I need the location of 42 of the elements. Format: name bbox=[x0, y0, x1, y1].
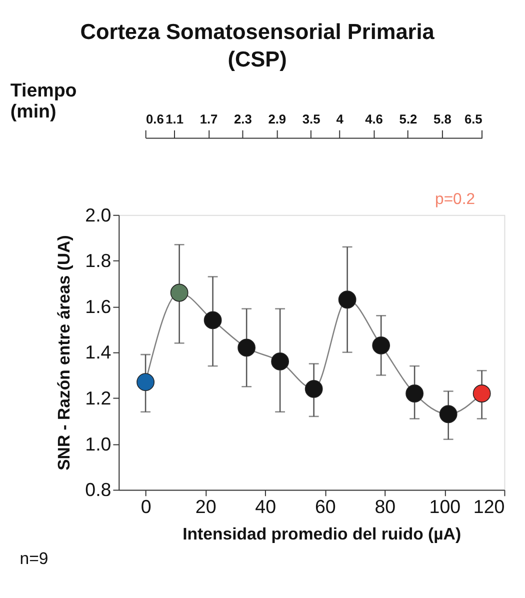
x-tick-label: 100 bbox=[429, 496, 461, 517]
x2-tick-label: 2.9 bbox=[268, 111, 286, 126]
x2-tick-label: 1.7 bbox=[200, 111, 218, 126]
point bbox=[238, 338, 256, 357]
x2-tick-label: 3.5 bbox=[302, 111, 320, 126]
point bbox=[136, 373, 155, 392]
x-tick-label: 120 bbox=[473, 496, 505, 517]
x2-tick-label: 4.6 bbox=[365, 111, 383, 126]
point bbox=[204, 311, 222, 330]
point bbox=[338, 290, 356, 309]
x-tick-label: 20 bbox=[195, 496, 216, 517]
point bbox=[304, 380, 323, 398]
y-tick-label: 1.4 bbox=[85, 342, 112, 363]
x2-tick-label: 1.1 bbox=[166, 111, 184, 126]
y-tick-label: 1.0 bbox=[85, 433, 112, 454]
x2-tick-label: 5.2 bbox=[399, 111, 418, 126]
text: n=9 bbox=[20, 548, 48, 568]
y-axis-title: SNR - Razón entre áreas (UA) bbox=[54, 235, 74, 470]
point bbox=[406, 384, 424, 402]
y-tick-label: 1.8 bbox=[85, 250, 112, 272]
y-tick-label: 1.2 bbox=[85, 388, 112, 409]
x-axis-title: Intensidad promedio del ruido (µA) bbox=[182, 524, 462, 544]
y-tick-label: 1.6 bbox=[85, 296, 112, 317]
x2-tick-label: 6.5 bbox=[464, 111, 482, 126]
point bbox=[271, 352, 290, 370]
x2-tick-label: 4 bbox=[336, 111, 344, 126]
point bbox=[439, 405, 458, 424]
y-tick-label: 2.0 bbox=[85, 204, 112, 226]
point bbox=[472, 384, 491, 402]
y-tick-label: 0.8 bbox=[85, 479, 112, 500]
point bbox=[372, 336, 390, 354]
x2-tick-label: 5.8 bbox=[433, 111, 452, 126]
x2-tick-label: 2.3 bbox=[234, 111, 252, 126]
point bbox=[170, 284, 188, 302]
x2-axis-title: Tiempo (min) bbox=[10, 80, 77, 122]
x-tick-label: 60 bbox=[314, 496, 336, 517]
text: p=0.2 bbox=[435, 190, 476, 208]
x-tick-label: 80 bbox=[374, 496, 396, 517]
x-tick-label: 0 bbox=[140, 496, 152, 517]
x-tick-label: 40 bbox=[255, 496, 276, 517]
x2-tick-label: 0.6 bbox=[146, 111, 164, 126]
chart-title: Corteza Somatosensorial Primaria (CSP) bbox=[80, 18, 436, 72]
